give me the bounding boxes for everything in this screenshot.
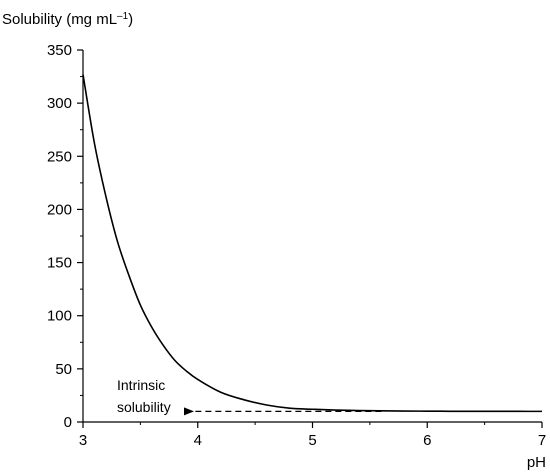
solubility-curve bbox=[82, 74, 543, 413]
x-tick-label: 6 bbox=[423, 432, 431, 449]
x-axis-title: pH bbox=[527, 454, 546, 471]
x-tick-label: 7 bbox=[538, 432, 546, 449]
y-tick-label: 100 bbox=[47, 308, 72, 325]
y-tick-label: 200 bbox=[47, 201, 72, 218]
annotation-line-1: Intrinsic bbox=[117, 377, 165, 393]
annotation-line-2: solubility bbox=[117, 399, 171, 415]
y-axis-title: Solubility (mg mL–1) bbox=[2, 11, 133, 29]
y-tick-label: 250 bbox=[47, 148, 72, 165]
y-tick-label: 50 bbox=[55, 361, 72, 378]
x-tick-label: 5 bbox=[308, 432, 316, 449]
x-ticks: 3 4 5 6 7 bbox=[79, 422, 546, 449]
y-tick-label: 0 bbox=[64, 414, 72, 431]
y-ticks: 0 50 100 150 200 250 300 350 bbox=[47, 42, 83, 431]
x-tick-label: 4 bbox=[194, 432, 202, 449]
x-tick-label: 3 bbox=[79, 432, 87, 449]
y-tick-label: 300 bbox=[47, 95, 72, 112]
y-tick-label: 150 bbox=[47, 255, 72, 272]
y-tick-label: 350 bbox=[47, 42, 72, 59]
